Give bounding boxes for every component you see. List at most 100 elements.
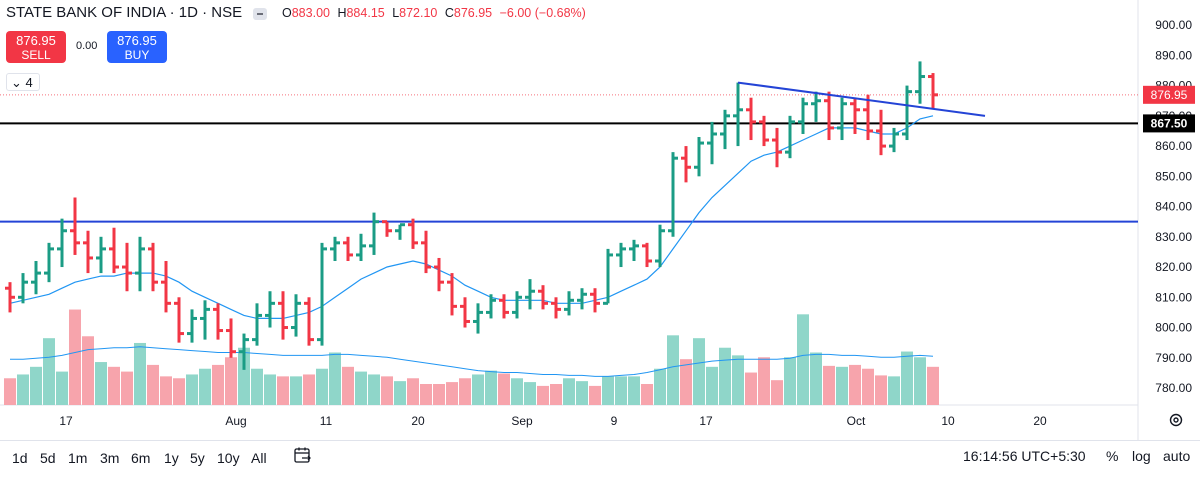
percent-scale-toggle[interactable]: %: [1106, 448, 1119, 464]
ohlc-bar: [135, 236, 145, 292]
ohlc-bar: [707, 121, 717, 165]
ohlc-bar: [96, 236, 106, 274]
gear-icon[interactable]: [1168, 412, 1184, 428]
ohlc-bar: [525, 279, 535, 310]
volume-bar: [30, 366, 42, 405]
volume-bar: [771, 380, 783, 405]
ohlc-readout: O883.00 H884.15 L872.10 C876.95 −6.00 (−…: [282, 6, 590, 20]
ohlc-bar: [356, 233, 366, 261]
timeframe-5d[interactable]: 5d: [40, 450, 56, 466]
volume-bar: [537, 385, 549, 405]
ohlc-bar: [70, 197, 80, 255]
volume-bar: [836, 366, 848, 405]
ohlc-bar: [278, 291, 288, 340]
ohlc-bar: [551, 297, 561, 319]
trendline[interactable]: [737, 81, 986, 117]
volume-bar: [186, 374, 198, 405]
timeframe-all[interactable]: All: [251, 450, 267, 466]
auto-scale-toggle[interactable]: auto: [1163, 448, 1191, 464]
open-label: O: [282, 6, 292, 20]
timeframe-6m[interactable]: 6m: [131, 450, 151, 466]
ohlc-bar: [655, 224, 665, 268]
indicators-toggle[interactable]: ⌄ 4: [6, 73, 40, 91]
x-tick-label: Aug: [225, 414, 246, 428]
eye-icon[interactable]: [253, 8, 267, 20]
volume-bar: [199, 368, 211, 405]
ohlc-bar: [889, 127, 899, 153]
close-label: C: [444, 6, 454, 20]
ohlc-bar: [473, 303, 483, 334]
ohlc-bar: [486, 294, 496, 319]
volume-bar: [212, 364, 224, 405]
volume-bar: [498, 373, 510, 405]
volume-bar: [589, 385, 601, 405]
ohlc-bar: [447, 273, 457, 316]
close-value: 876.95: [453, 6, 493, 20]
buy-button[interactable]: 876.95 BUY: [107, 31, 167, 63]
volume-bar: [810, 352, 822, 405]
volume-bar: [303, 374, 315, 405]
y-tick-label: 900.00: [1155, 18, 1192, 32]
ohlc-bar: [824, 91, 834, 141]
timeframe-1m[interactable]: 1m: [68, 450, 88, 466]
timeframe-1d[interactable]: 1d: [12, 450, 28, 466]
high-label: H: [337, 6, 347, 20]
volume-bar: [147, 364, 159, 405]
x-tick-label: 9: [611, 414, 618, 428]
key-level-price-tag: [1143, 114, 1195, 133]
moving-average-line: [9, 115, 934, 319]
volume-bar: [264, 374, 276, 405]
clock-readout: 16:14:56 UTC+5:30: [963, 448, 1086, 464]
ohlc-bar: [213, 303, 223, 340]
volume-bar: [615, 376, 627, 405]
volume-bar: [82, 336, 94, 405]
ohlc-bar: [304, 297, 314, 346]
volume-bar: [160, 376, 172, 405]
high-value: 884.15: [346, 6, 385, 20]
ohlc-bar: [837, 97, 847, 141]
volume-bar: [641, 384, 653, 405]
ohlc-bar: [668, 152, 678, 237]
sell-label: SELL: [21, 48, 51, 62]
calendar-range-icon[interactable]: [293, 446, 313, 466]
chevron-down-icon: ⌄: [11, 75, 22, 90]
sell-button[interactable]: 876.95 SELL: [6, 31, 66, 63]
x-tick-label: Sep: [511, 414, 533, 428]
x-tick-label: 17: [699, 414, 713, 428]
ohlc-bar: [915, 61, 925, 104]
price-chart[interactable]: 900.00890.00880.00870.00860.00850.00840.…: [0, 0, 1200, 440]
timeframe-1y[interactable]: 1y: [164, 450, 179, 466]
volume-bar: [251, 368, 263, 405]
x-tick-label: 10: [941, 414, 955, 428]
ohlc-bar: [369, 212, 379, 255]
open-value: 883.00: [291, 6, 330, 20]
volume-bar: [849, 364, 861, 405]
ohlc-bar: [681, 146, 691, 183]
ohlc-bar: [629, 239, 639, 261]
volume-bar: [459, 378, 471, 405]
log-scale-toggle[interactable]: log: [1132, 448, 1151, 464]
buy-label: BUY: [124, 48, 150, 62]
ohlc-bar: [265, 291, 275, 328]
volume-bar: [355, 371, 367, 405]
bottom-toolbar: [0, 440, 1200, 477]
y-tick-label: 830.00: [1155, 230, 1192, 244]
volume-bar: [316, 368, 328, 405]
timeframe-5y[interactable]: 5y: [190, 450, 205, 466]
volume-bar: [368, 374, 380, 405]
timeframe-3m[interactable]: 3m: [100, 450, 120, 466]
ohlc-bar: [902, 85, 912, 141]
ohlc-bar: [616, 242, 626, 268]
volume-bar: [693, 338, 705, 405]
ohlc-bar: [564, 291, 574, 316]
last-price-label: 876.95: [1151, 88, 1188, 102]
volume-bar: [628, 376, 640, 405]
volume-bar: [381, 376, 393, 405]
ohlc-bar: [174, 297, 184, 343]
symbol-title: STATE BANK OF INDIA · 1D · NSE: [6, 4, 243, 21]
volume-bar: [446, 382, 458, 405]
volume-bar: [95, 362, 107, 405]
y-tick-label: 820.00: [1155, 260, 1192, 274]
change-value: −6.00 (−0.68%): [499, 6, 586, 20]
timeframe-10y[interactable]: 10y: [217, 450, 240, 466]
